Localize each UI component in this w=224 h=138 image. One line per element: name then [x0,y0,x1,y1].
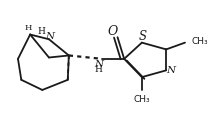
Text: H: H [24,24,32,32]
Text: N: N [166,66,176,75]
Text: H: H [38,27,46,36]
Text: CH₃: CH₃ [191,37,208,47]
Text: S: S [139,30,147,43]
Text: O: O [108,25,118,38]
Text: N: N [45,32,55,41]
Text: N: N [94,60,103,69]
Text: CH₃: CH₃ [134,95,150,104]
Text: H: H [95,65,103,74]
